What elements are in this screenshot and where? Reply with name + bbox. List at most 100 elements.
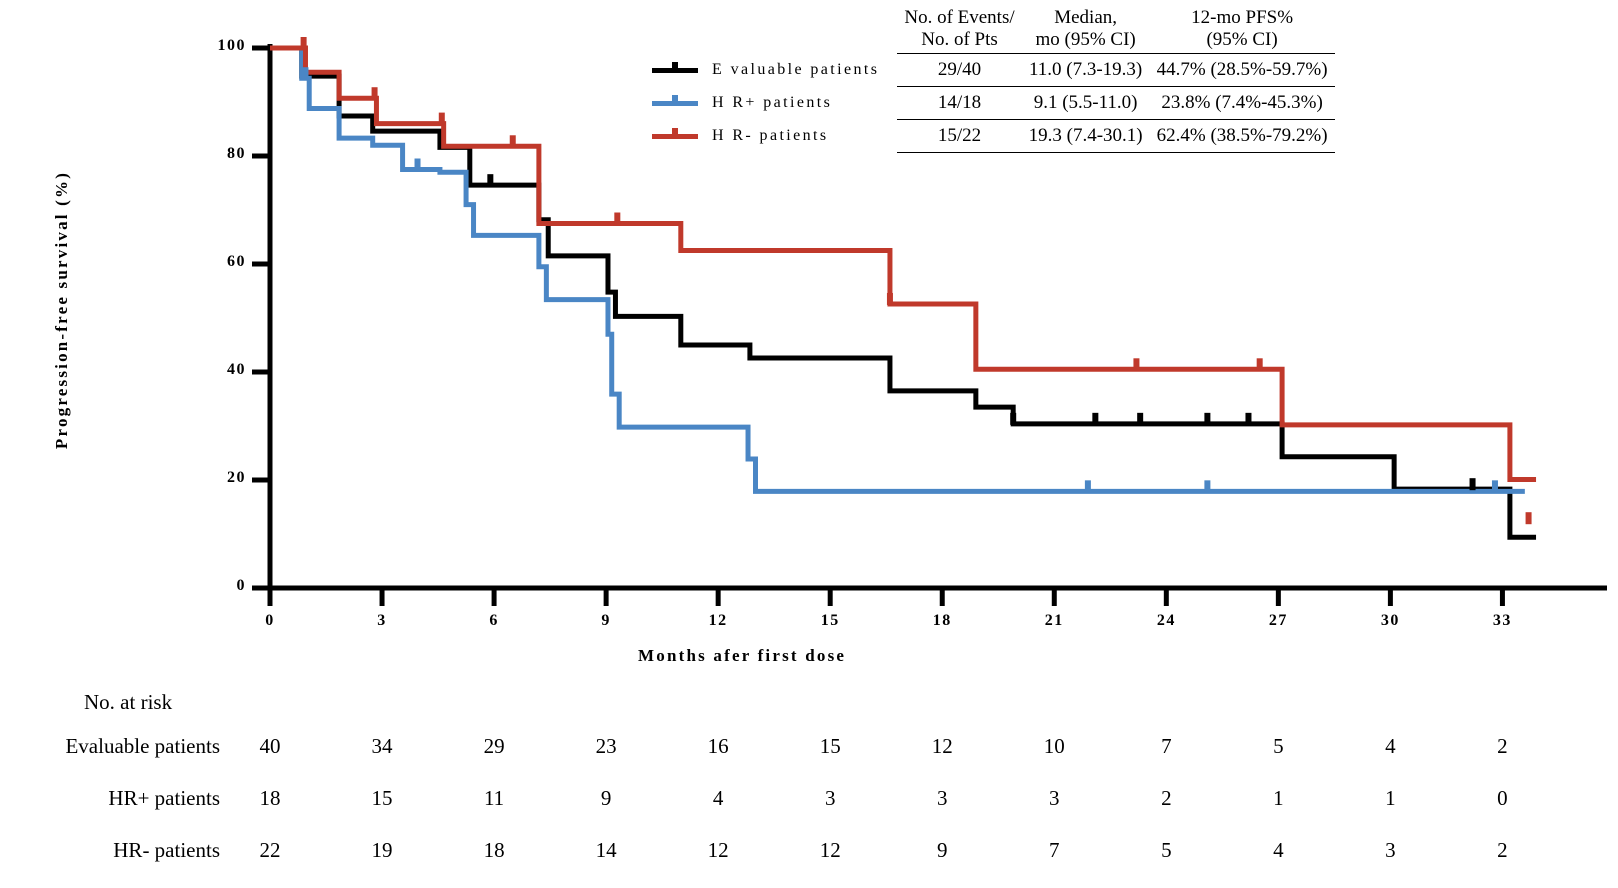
legend-censor-icon (672, 95, 678, 107)
summary-row: E valuable patients 29/40 11.0 (7.3-19.3) 4… (652, 53, 1335, 88)
summary-cell-median: 9.1 (5.5-11.0) (1021, 86, 1150, 121)
x-tick-label-33: 33 (1492, 612, 1512, 629)
censor-mark (438, 112, 445, 125)
risk-value: 2 (1497, 734, 1508, 758)
risk-value: 18 (483, 838, 505, 862)
summary-table: No. of Events/ No. of Pts Median, mo (95… (652, 6, 1335, 154)
y-tick-label-0: 0 (236, 577, 246, 594)
summary-cell-median: 11.0 (7.3-19.3) (1021, 53, 1150, 88)
x-tick-label-6: 6 (489, 612, 499, 629)
risk-value: 12 (819, 838, 841, 862)
x-tick-label-12: 12 (708, 612, 728, 629)
summary-cell-median: 19.3 (7.4-30.1) (1021, 119, 1150, 154)
x-tick-label-30: 30 (1380, 612, 1400, 629)
censor-mark (1525, 512, 1532, 525)
risk-table: No. at risk Evaluable patients 40 34 29 23 16… (0, 676, 1618, 888)
x-tick-label-27: 27 (1268, 612, 1288, 629)
risk-table-title: No. at risk (84, 690, 173, 714)
legend-entry: H R- patients (652, 127, 879, 145)
risk-value: 12 (707, 838, 729, 862)
censor-mark (1010, 412, 1017, 425)
summary-table-body: E valuable patients 29/40 11.0 (7.3-19.3) 4… (652, 53, 1335, 154)
summary-cell-pfs12: 62.4% (38.5%-79.2%) (1149, 119, 1335, 154)
y-tick-label-20: 20 (227, 469, 246, 486)
summary-header-row: No. of Events/ No. of Pts Median, mo (95… (652, 6, 1335, 55)
risk-value: 29 (483, 734, 505, 758)
censor-mark (302, 67, 309, 80)
risk-value: 3 (936, 786, 948, 810)
legend-entry: H R+ patients (652, 94, 879, 112)
risk-value: 34 (371, 734, 393, 758)
risk-value: 3 (824, 786, 836, 810)
risk-value: 1 (1385, 786, 1396, 810)
risk-value: 5 (1161, 838, 1172, 862)
risk-value: 23 (595, 734, 617, 758)
risk-value: 2 (1497, 838, 1508, 862)
y-tick-label-60: 60 (227, 253, 246, 270)
risk-value: 15 (819, 734, 841, 758)
legend-header-spacer (652, 6, 897, 54)
risk-value: 9 (600, 786, 612, 810)
censor-mark (1137, 412, 1144, 425)
risk-value: 4 (1385, 734, 1396, 758)
header-pfs12-line1: 12-mo PFS% (1191, 7, 1294, 28)
curve-hr-patients (270, 45, 1537, 482)
y-tick-label-100: 100 (217, 37, 246, 54)
summary-row: H R+ patients 14/18 9.1 (5.5-11.0) 23.8% (7… (652, 86, 1335, 121)
curve-evaluable-patients (270, 45, 1537, 540)
x-axis-title: Months afer first dose (638, 646, 847, 665)
risk-row-label-1: HR+ patients (108, 786, 220, 810)
risk-value: 40 (259, 734, 281, 758)
risk-value: 3 (1385, 838, 1396, 862)
y-tick-label-40: 40 (227, 361, 246, 378)
censor-mark (300, 37, 307, 49)
censor-mark (509, 135, 516, 148)
censor-mark (1204, 412, 1211, 425)
censor-mark (487, 174, 494, 187)
censor-mark (1469, 478, 1476, 491)
censor-mark (614, 212, 621, 225)
risk-value: 18 (259, 786, 281, 810)
y-axis-title: Progression-free survival (%) (52, 170, 71, 450)
legend-label: H R- patients (712, 127, 829, 145)
censor-mark (1256, 358, 1263, 371)
censor-mark (1133, 358, 1140, 371)
censor-mark (886, 292, 893, 305)
risk-value: 3 (1049, 786, 1060, 810)
x-tick-label-24: 24 (1156, 612, 1176, 629)
censor-mark (1092, 412, 1099, 425)
summary-cell-events: 15/22 (897, 119, 1022, 154)
censor-mark (371, 87, 378, 100)
x-tick-label-15: 15 (820, 612, 840, 629)
risk-value: 0 (1497, 786, 1508, 810)
legend-entry: E valuable patients (652, 61, 879, 79)
censor-mark (1084, 480, 1091, 493)
risk-value: 11 (483, 786, 505, 810)
censor-mark (1245, 412, 1252, 425)
risk-value: 9 (936, 838, 948, 862)
risk-value: 7 (1049, 838, 1060, 862)
x-tick-label-21: 21 (1044, 612, 1064, 629)
risk-value: 14 (595, 838, 617, 862)
risk-value: 7 (1161, 734, 1172, 758)
risk-value: 15 (371, 786, 393, 810)
x-tick-label-3: 3 (377, 612, 387, 629)
legend-label: E valuable patients (712, 61, 880, 79)
risk-value: 5 (1273, 734, 1284, 758)
risk-row-label-2: HR- patients (113, 838, 220, 862)
x-tick-label-18: 18 (932, 612, 952, 629)
risk-value: 4 (1273, 838, 1284, 862)
legend-censor-icon (672, 62, 678, 74)
y-axis-ticks (252, 45, 270, 591)
legend-item-0[interactable]: E valuable patients (652, 54, 897, 87)
risk-value: 19 (371, 838, 393, 862)
header-median-line1: Median, (1054, 7, 1118, 28)
legend-item-2[interactable]: H R- patients (652, 120, 897, 153)
legend-censor-icon (672, 128, 678, 140)
summary-table-head: No. of Events/ No. of Pts Median, mo (95… (652, 6, 1335, 55)
summary-cell-pfs12: 23.8% (7.4%-45.3%) (1149, 86, 1335, 121)
header-events-line2: No. of Pts (921, 28, 998, 50)
x-tick-label-9: 9 (601, 612, 611, 629)
summary-legend-block: No. of Events/ No. of Pts Median, mo (95… (652, 6, 1412, 154)
legend-item-1[interactable]: H R+ patients (652, 87, 897, 120)
